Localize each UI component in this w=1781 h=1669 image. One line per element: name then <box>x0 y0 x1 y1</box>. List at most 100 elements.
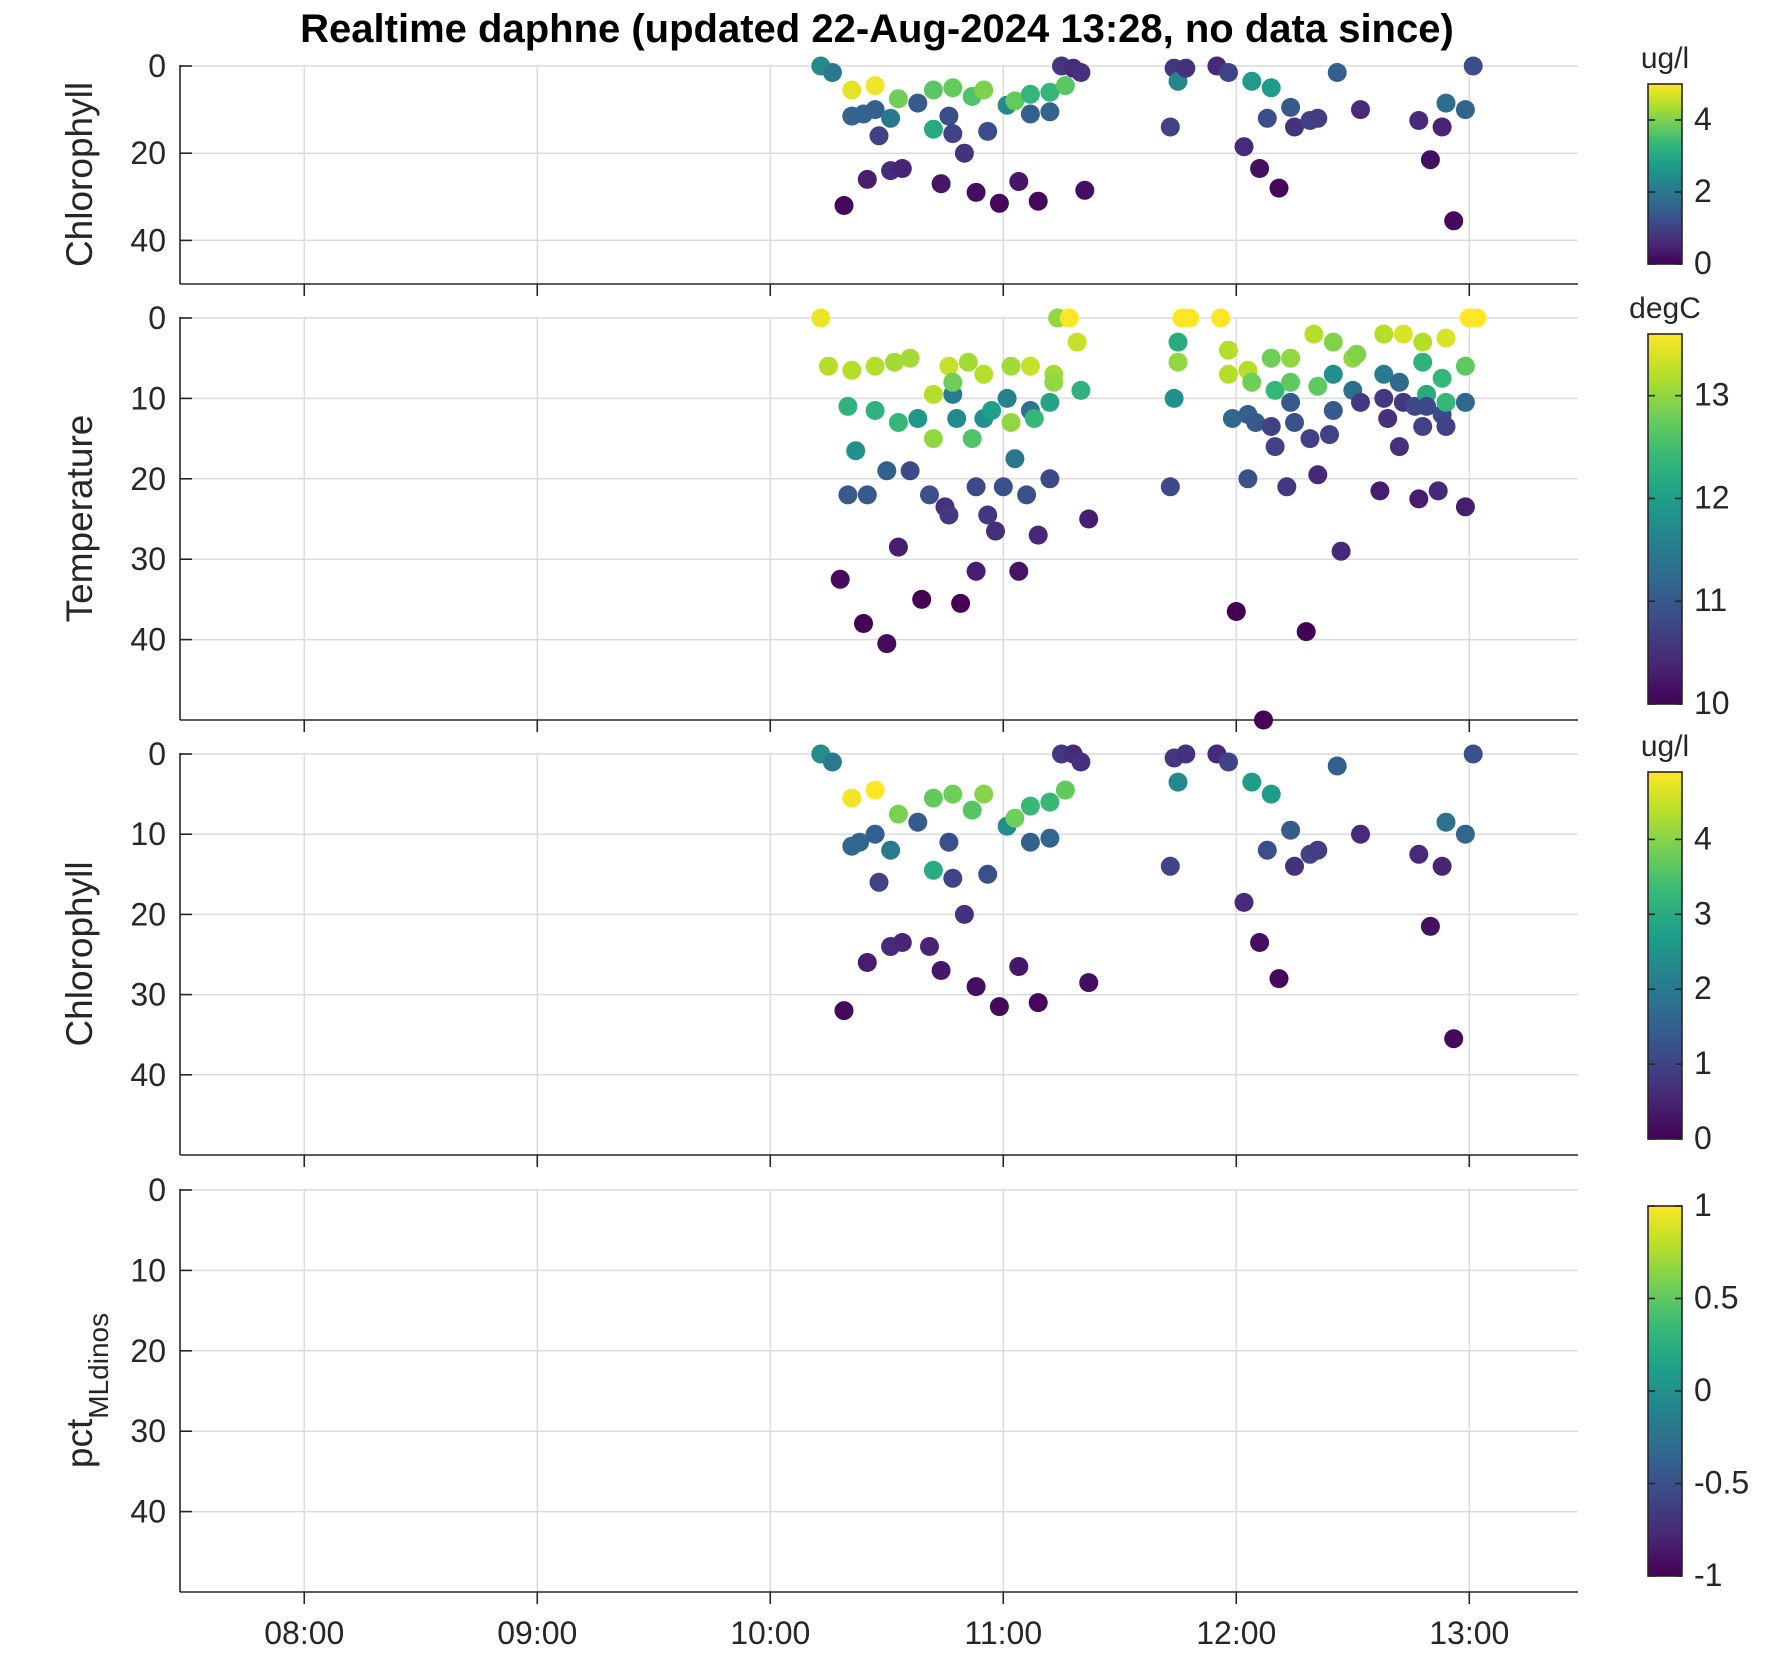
data-point <box>1219 340 1238 360</box>
figure-title: Realtime daphne (updated 22-Aug-2024 13:… <box>300 7 1454 51</box>
data-point <box>1176 744 1196 764</box>
data-point <box>989 997 1009 1017</box>
data-point <box>1296 622 1316 642</box>
data-point <box>1028 525 1048 545</box>
data-point <box>1211 308 1231 328</box>
data-point <box>842 360 862 380</box>
data-point <box>1079 973 1099 993</box>
data-point <box>1308 108 1328 128</box>
y-tick-label: 0 <box>148 48 166 84</box>
colorbar-tick-label: 0 <box>1694 245 1712 281</box>
data-point <box>1020 104 1040 124</box>
data-point <box>1001 356 1021 376</box>
data-point <box>1257 840 1277 860</box>
data-point <box>1269 178 1289 198</box>
scatter-series <box>811 744 1483 1049</box>
data-point <box>857 169 877 189</box>
data-point <box>1265 437 1285 457</box>
data-point <box>1420 150 1440 170</box>
y-tick-label: 20 <box>130 896 166 932</box>
data-point <box>923 80 943 100</box>
data-point <box>1075 180 1095 200</box>
data-point <box>939 106 959 126</box>
colorbar-tick-label: 3 <box>1694 895 1712 931</box>
data-point <box>1436 328 1456 348</box>
colorbar-tick-label: 2 <box>1694 173 1712 209</box>
data-point <box>1455 497 1475 517</box>
y-axis-label: Temperature <box>59 415 100 623</box>
data-point <box>1005 449 1025 469</box>
colorbar-tick-label: 13 <box>1694 377 1730 413</box>
data-point <box>923 384 943 404</box>
data-point <box>1028 993 1048 1013</box>
colorbar-tick-label: 11 <box>1694 582 1727 618</box>
y-tick-label: 0 <box>148 1172 166 1208</box>
data-point <box>1413 352 1433 372</box>
data-point <box>1281 820 1301 840</box>
data-point <box>939 832 959 852</box>
y-tick-label: 30 <box>130 541 166 577</box>
data-point <box>865 356 885 376</box>
data-point <box>982 401 1002 420</box>
colorbar-tick-label: 4 <box>1694 820 1712 856</box>
data-point <box>1168 332 1188 352</box>
data-point <box>1250 933 1270 952</box>
data-point <box>978 121 998 141</box>
y-tick-label: 20 <box>130 1333 166 1369</box>
data-point <box>1040 792 1060 812</box>
data-point <box>1059 308 1079 328</box>
x-tick-label: 11:00 <box>964 1615 1042 1651</box>
y-axis-label: Chlorophyll <box>59 82 100 267</box>
data-point <box>1265 380 1285 400</box>
data-point <box>900 461 920 481</box>
data-point <box>1176 58 1196 78</box>
data-point <box>908 812 928 832</box>
data-point <box>846 441 866 461</box>
data-point <box>1327 63 1347 82</box>
data-point <box>1168 772 1188 792</box>
data-point <box>1436 812 1456 832</box>
data-point <box>978 864 998 884</box>
data-point <box>1020 832 1040 852</box>
data-point <box>1219 364 1238 384</box>
data-point <box>834 196 854 215</box>
colorbar-unit-label: ug/l <box>1641 730 1689 763</box>
y-tick-label: 40 <box>130 222 166 258</box>
data-point <box>838 396 858 416</box>
panel-3: 0 10 20 30 40 Chlorophyll <box>59 736 1578 1167</box>
data-point <box>842 80 862 100</box>
data-point <box>1160 477 1180 497</box>
data-point <box>923 788 943 808</box>
colorbar-2: 10 11 12 13 degC <box>1629 292 1729 721</box>
data-point <box>1055 780 1075 800</box>
data-point <box>1444 211 1464 231</box>
data-point <box>1226 602 1246 621</box>
data-point <box>1261 78 1281 98</box>
data-point <box>923 860 943 880</box>
data-point <box>1164 388 1184 408</box>
data-point <box>923 429 943 449</box>
data-point <box>1005 808 1025 828</box>
x-tick-label: 09:00 <box>497 1615 577 1651</box>
data-point <box>1347 344 1367 364</box>
data-point <box>1413 332 1433 352</box>
data-point <box>1261 417 1281 436</box>
data-point <box>881 108 901 128</box>
colorbar-tick-label: 2 <box>1694 970 1712 1006</box>
y-tick-label: 40 <box>130 622 166 658</box>
data-point <box>939 356 959 376</box>
y-axis-label: Chlorophyll <box>59 861 100 1046</box>
data-point <box>1242 372 1262 392</box>
data-point <box>1020 84 1040 104</box>
data-point <box>908 93 928 113</box>
data-point <box>865 401 885 420</box>
data-point <box>869 126 889 146</box>
data-point <box>1417 396 1437 416</box>
data-point <box>892 159 912 178</box>
data-point <box>834 1001 854 1021</box>
colorbar-gradient <box>1647 83 1683 265</box>
data-point <box>1455 824 1475 844</box>
data-point <box>1001 413 1021 432</box>
data-point <box>1168 352 1188 372</box>
y-tick-label: 10 <box>130 1252 166 1288</box>
